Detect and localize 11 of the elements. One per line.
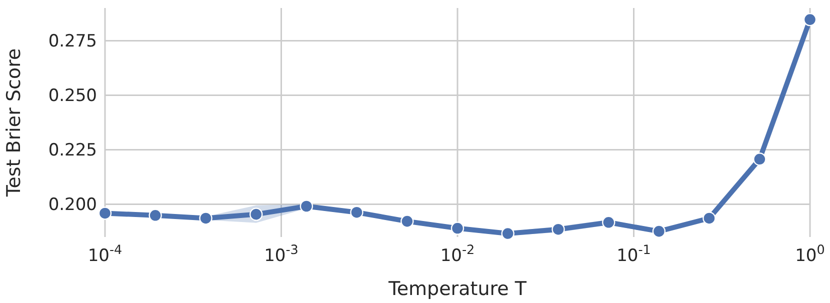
x-axis-title: Temperature T (387, 278, 527, 300)
y-axis-title: Test Brier Score (3, 48, 25, 198)
x-tick-label: 10$^{-1}$ (616, 242, 651, 266)
y-tick-label: 0.275 (48, 32, 97, 52)
x-tick-label: 10$^{0}$ (795, 242, 825, 266)
x-tick-label: 10$^{-4}$ (88, 242, 122, 266)
y-tick-label: 0.250 (48, 86, 97, 106)
y-tick-label: 0.200 (48, 195, 97, 216)
x-tick-label: 10$^{-3}$ (264, 242, 298, 266)
x-tick-label: 10$^{-2}$ (440, 242, 475, 266)
y-tick-label: 0.225 (48, 140, 97, 161)
